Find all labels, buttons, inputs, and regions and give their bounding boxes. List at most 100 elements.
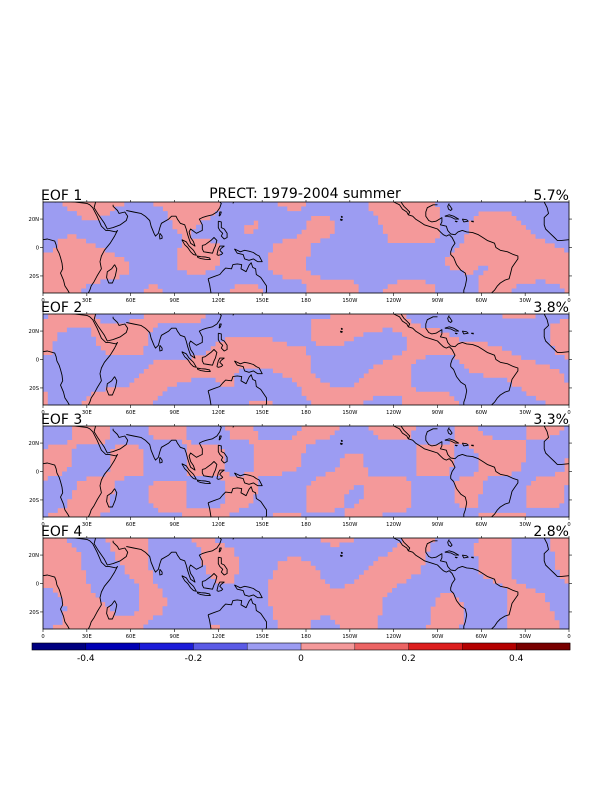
x-tick-label: 120E [212,410,225,416]
x-tick-label: 90E [170,634,180,640]
negative-field [43,202,570,294]
x-tick-label: 180 [301,634,311,640]
negative-field [43,538,570,630]
x-tick-label: 180 [301,298,311,304]
variance-percent: 2.8% [533,524,569,540]
x-tick-label: 0 [41,522,44,528]
x-tick-label: 150W [342,298,357,304]
x-tick-label: 60E [126,298,136,304]
x-tick-label: 0 [41,298,44,304]
coastlines [43,538,569,629]
colorbar: -0.4 -0.2 0 0.2 0.4 [31,642,571,664]
y-tick-label: 20N [29,329,40,335]
x-tick-label: 90W [432,634,444,640]
y-tick-label: 20S [29,274,39,280]
x-tick-label: 120W [386,522,401,528]
x-tick-label: 30W [519,410,531,416]
x-tick-label: 60E [126,410,136,416]
x-tick-label: 0 [41,634,44,640]
y-tick-label: 20S [29,386,39,392]
variance-percent: 3.3% [533,412,569,428]
x-tick-label: 0 [567,634,570,640]
x-tick-label: 60W [475,410,487,416]
x-tick-label: 90E [170,298,180,304]
x-tick-label: 30W [519,298,531,304]
x-tick-label: 30E [82,634,92,640]
x-tick-label: 60W [475,522,487,528]
x-tick-label: 150W [342,634,357,640]
colorbar-bin [301,643,356,650]
x-tick-label: 150E [256,522,269,528]
x-tick-label: 60E [126,522,136,528]
x-tick-label: 30W [519,522,531,528]
x-tick-label: 0 [567,298,570,304]
x-tick-label: 180 [301,410,311,416]
eof-panel-4: 0 30E 60E 90E 120E 150E 180 150W 120W 90W 60W 30W 02… [29,524,572,640]
x-tick-label: 120E [212,522,225,528]
x-tick-label: 30E [82,410,92,416]
colorbar-tick-label: 0.4 [509,654,524,664]
x-tick-label: 180 [301,522,311,528]
colorbar-tick-label: 0.2 [401,654,415,664]
y-tick-label: 0 [36,470,39,476]
colorbar-tick-label: -0.2 [185,654,203,664]
y-tick-label: 20N [29,553,40,559]
eof-panel-3: 0 30E 60E 90E 120E 150E 180 150W 120W 90W 60W 30W 0 2… [29,412,572,528]
coastlines [43,202,569,293]
colorbar-bin [462,643,517,650]
x-tick-label: 120W [386,298,401,304]
x-tick-label: 30E [82,522,92,528]
colorbar-bin [247,643,302,650]
x-tick-label: 150E [256,298,269,304]
x-tick-label: 120W [386,410,401,416]
colorbar-tick-label: -0.4 [77,654,95,664]
x-tick-label: 120E [212,634,225,640]
figure-title: PRECT: 1979-2004 summer [209,186,401,202]
x-tick-label: 120W [386,634,401,640]
coastlines [43,314,569,405]
y-tick-label: 0 [36,582,39,588]
colorbar-bin [85,643,140,650]
negative-field [43,426,570,518]
y-tick-label: 20N [29,441,40,447]
colorbar-tick-label: 0 [298,654,304,664]
colorbar-bin [32,643,87,650]
colorbar-bin [516,643,571,650]
colorbar-bin [193,643,248,650]
x-tick-label: 0 [41,410,44,416]
colorbar-bin [354,643,409,650]
x-tick-label: 150E [256,634,269,640]
x-tick-label: 30E [82,298,92,304]
x-tick-label: 90E [170,522,180,528]
x-tick-label: 0 [567,522,570,528]
variance-percent: 3.8% [533,300,569,316]
negative-field [43,314,570,406]
eof-label: EOF 4 [41,524,82,540]
colorbar-bin [408,643,463,650]
x-tick-label: 60W [475,298,487,304]
x-tick-label: 0 [567,410,570,416]
colorbar-bin [139,643,194,650]
x-tick-label: 60E [126,634,136,640]
variance-percent: 5.7% [533,188,569,204]
eof-label: EOF 3 [41,412,82,428]
x-tick-label: 60W [475,634,487,640]
eof-panels: 0 30E 60E 90E 120E 150E 180 150W 120W 90W 60W 30W 02… [29,188,572,640]
eof-panel-2: 0 30E 60E 90E 120E 150E 180 150W 120W 90W 60W 30W 0 2… [29,300,572,416]
y-tick-label: 20S [29,610,39,616]
y-tick-label: 20S [29,498,39,504]
x-tick-label: 90W [432,298,444,304]
x-tick-label: 150W [342,410,357,416]
y-tick-label: 20N [29,217,40,223]
eof-label: EOF 1 [41,188,82,204]
x-tick-label: 120E [212,298,225,304]
x-tick-label: 90W [432,410,444,416]
y-tick-label: 0 [36,246,39,252]
eof-label: EOF 2 [41,300,82,316]
x-tick-label: 150E [256,410,269,416]
x-tick-label: 90E [170,410,180,416]
x-tick-label: 150W [342,522,357,528]
eof-panel-1: 0 30E 60E 90E 120E 150E 180 150W 120W 90W 60W 30W 0 2… [29,188,572,304]
coastlines [43,426,569,517]
